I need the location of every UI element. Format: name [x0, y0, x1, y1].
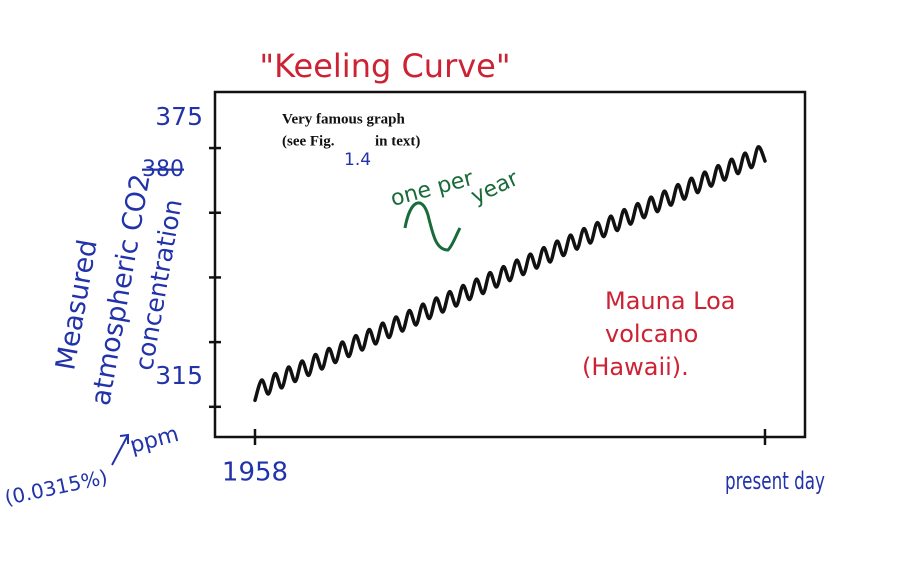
- location-note: volcano: [605, 320, 698, 348]
- location-note: (Hawaii).: [582, 353, 689, 381]
- unit-label: ppm: [127, 422, 181, 459]
- x-tick-label: present day: [725, 467, 825, 495]
- y-tick-label: 315: [155, 361, 203, 390]
- note: (see Fig.: [282, 133, 335, 149]
- cycle-icon: [403, 201, 462, 252]
- note: in text): [375, 133, 420, 149]
- fig-number: 1.4: [344, 150, 371, 170]
- y-tick-label: 375: [155, 102, 203, 131]
- arrow: [111, 433, 129, 466]
- cycle-note: one per: [388, 166, 477, 212]
- crossed-out-tick: 380: [142, 157, 184, 182]
- location-note: Mauna Loa: [605, 287, 736, 315]
- cycle-note: year: [467, 166, 523, 210]
- note: Very famous graph: [282, 111, 405, 127]
- plot-frame: [213, 90, 807, 439]
- data-line: [253, 145, 767, 403]
- percent-label: (0.0315%): [2, 465, 109, 510]
- chart-title: "Keeling Curve": [259, 47, 510, 85]
- x-tick-label: 1958: [222, 458, 288, 488]
